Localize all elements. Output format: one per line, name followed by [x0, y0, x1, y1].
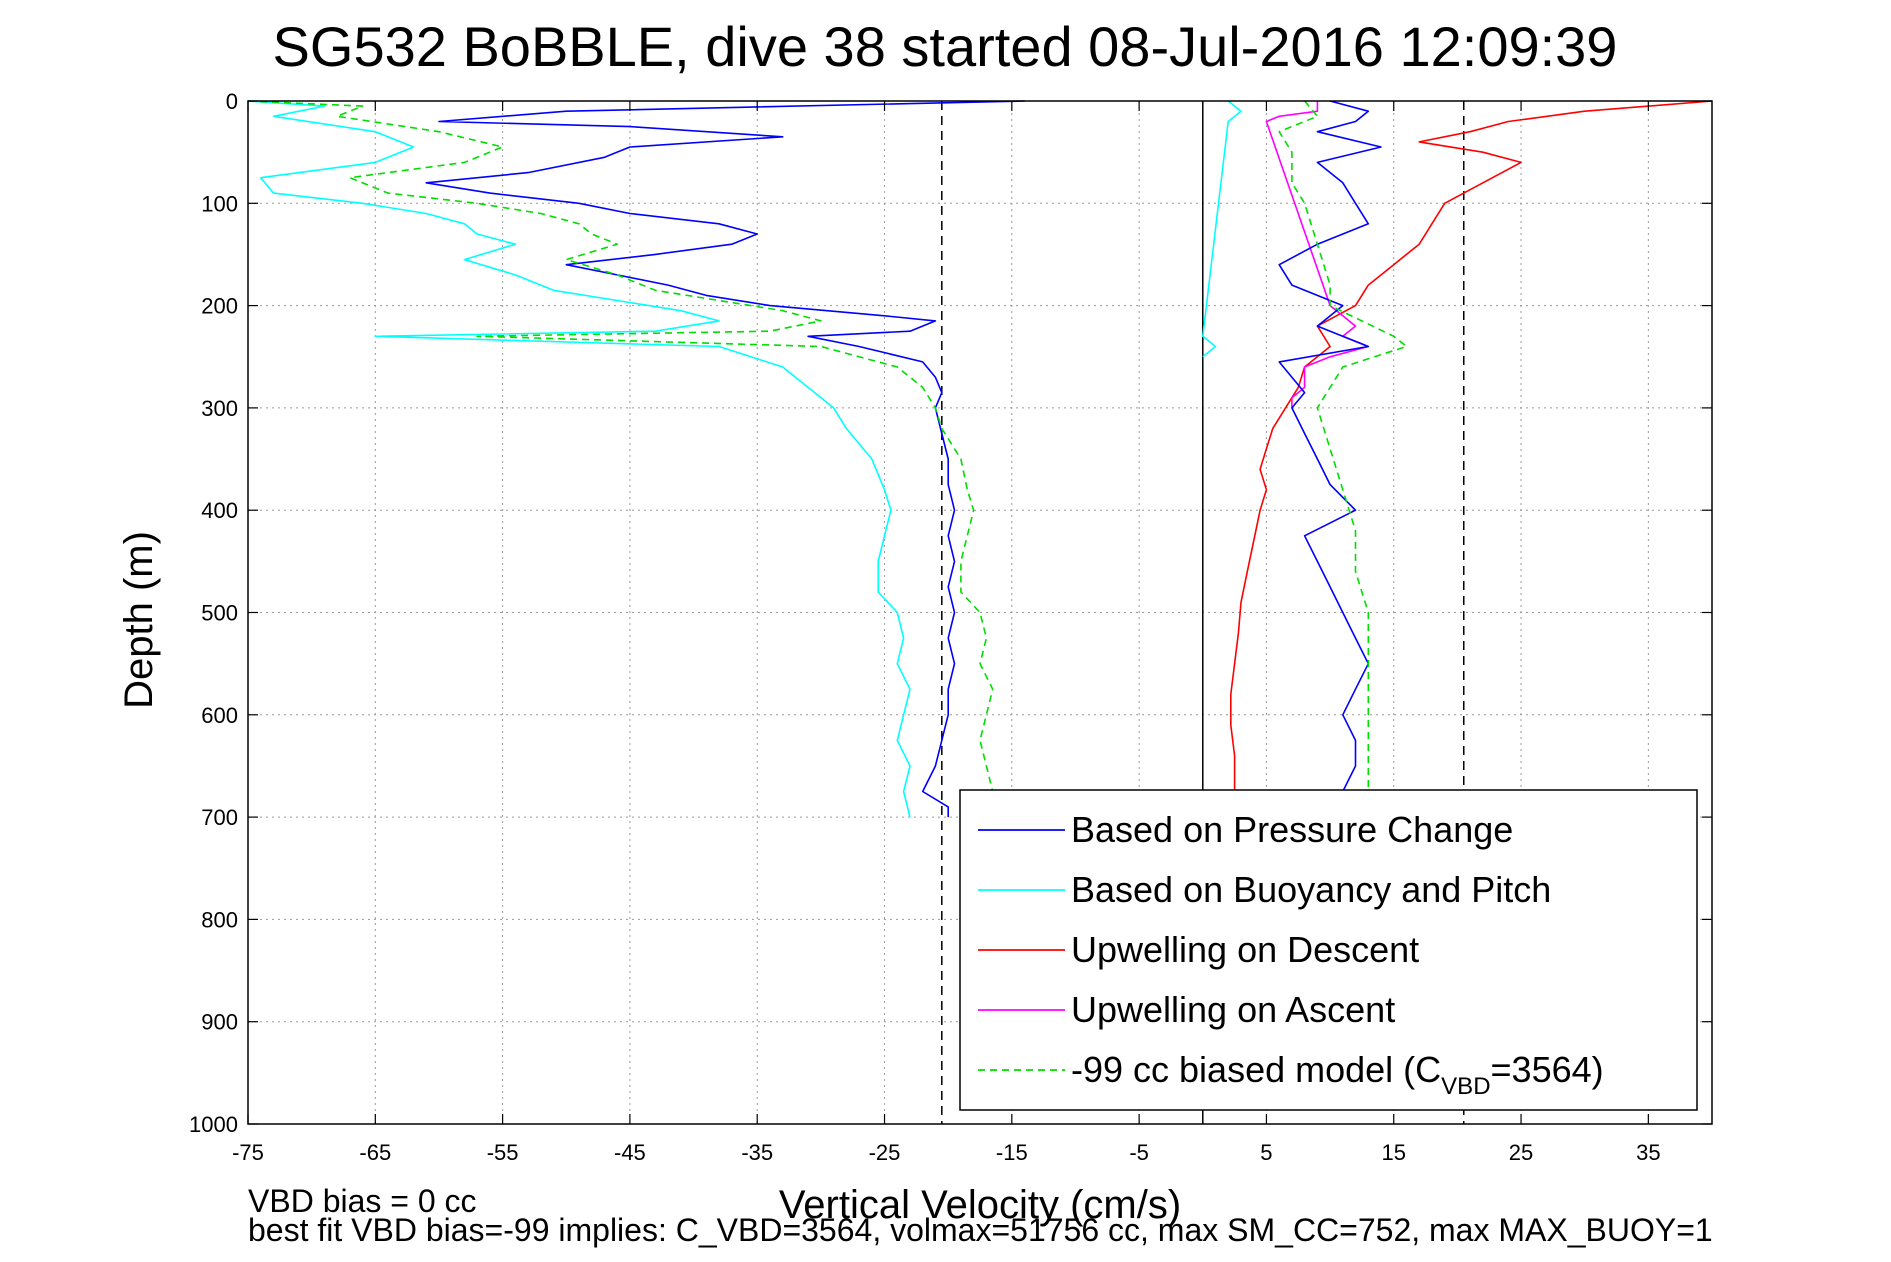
- legend-box: [959, 789, 1698, 1111]
- series-group: [247, 100, 1713, 818]
- x-axis-ticks: -75 -65 -55 -45 -35 -25 -15 -5 5 15 25 35: [232, 101, 1661, 1165]
- series-line: [1265, 101, 1370, 408]
- x-tick-label: -25: [869, 1140, 901, 1165]
- y-tick-label: 0: [226, 89, 238, 114]
- y-tick-label: 300: [201, 396, 238, 421]
- series-line: [1230, 100, 1713, 807]
- y-tick-label: 100: [201, 191, 238, 216]
- legend-label: Upwelling on Ascent: [1071, 989, 1395, 1030]
- legend-subscript: VBD: [1441, 1073, 1490, 1100]
- y-tick-label: 500: [201, 601, 238, 626]
- series-line: [247, 100, 911, 818]
- x-tick-label: -35: [741, 1140, 773, 1165]
- legend-suffix: =3564): [1491, 1049, 1604, 1090]
- legend-label: Upwelling on Descent: [1071, 929, 1419, 970]
- x-tick-label: 35: [1636, 1140, 1660, 1165]
- x-tick-label: -5: [1129, 1140, 1149, 1165]
- footer-line-2: best fit VBD bias=-99 implies: C_VBD=356…: [248, 1212, 1713, 1248]
- x-tick-label: -75: [232, 1140, 264, 1165]
- series-line: [247, 100, 1000, 818]
- y-tick-label: 900: [201, 1010, 238, 1035]
- y-axis-ticks: 0 100 200 300 400 500 600 700 800 900 1000: [189, 89, 1712, 1137]
- y-axis-label: Depth (m): [117, 531, 161, 709]
- series-line: [1202, 100, 1242, 358]
- legend-label: Based on Pressure Change: [1071, 809, 1513, 850]
- y-tick-label: 400: [201, 498, 238, 523]
- chart-title: SG532 BoBBLE, dive 38 started 08-Jul-201…: [273, 15, 1618, 78]
- series-line: [1278, 100, 1382, 807]
- y-tick-label: 800: [201, 907, 238, 932]
- x-tick-label: 15: [1381, 1140, 1405, 1165]
- x-tick-label: -45: [614, 1140, 646, 1165]
- y-tick-label: 200: [201, 294, 238, 319]
- series-line: [1278, 100, 1408, 807]
- y-tick-label: 700: [201, 805, 238, 830]
- x-tick-label: 25: [1509, 1140, 1533, 1165]
- x-tick-label: -65: [359, 1140, 391, 1165]
- series-line: [425, 100, 1025, 818]
- x-tick-label: 5: [1260, 1140, 1272, 1165]
- x-axis-label: Vertical Velocity (cm/s): [779, 1183, 1181, 1227]
- legend: Based on Pressure Change Based on Buoyanc…: [959, 789, 1698, 1111]
- y-tick-label: 600: [201, 703, 238, 728]
- x-tick-label: -15: [996, 1140, 1028, 1165]
- legend-label: Based on Buoyancy and Pitch: [1071, 869, 1551, 910]
- footer-line-1: VBD bias = 0 cc: [248, 1183, 477, 1219]
- y-tick-label: 1000: [189, 1112, 238, 1137]
- x-tick-label: -55: [487, 1140, 519, 1165]
